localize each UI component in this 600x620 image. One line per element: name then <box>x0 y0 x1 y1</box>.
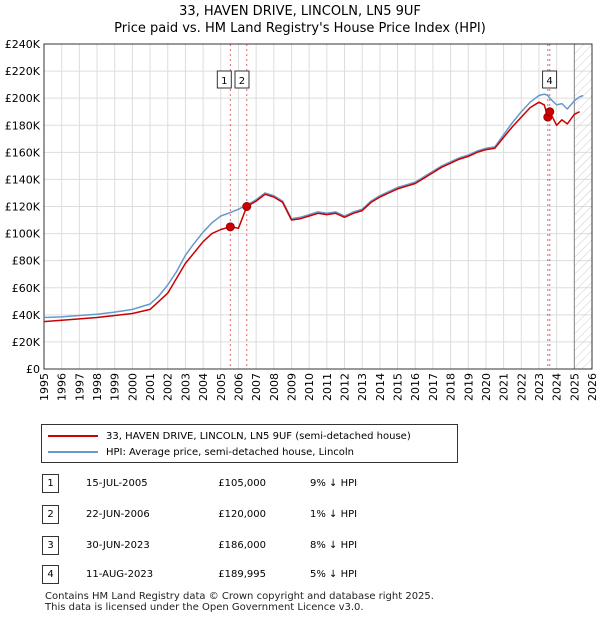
x-tick-label: 2005 <box>215 373 228 401</box>
x-tick-label: 2012 <box>339 373 352 401</box>
legend-swatch-property <box>48 435 98 437</box>
y-tick-label: £60K <box>12 282 41 295</box>
sale-point <box>242 202 252 211</box>
transaction-price: £189,995 <box>218 569 266 580</box>
transaction-price: £186,000 <box>218 540 266 551</box>
transaction-hpi: 1% ↓ HPI <box>310 509 358 520</box>
transaction-price: £120,000 <box>218 509 266 520</box>
plot-border <box>43 43 593 370</box>
x-tick-label: 2015 <box>392 373 405 401</box>
x-tick-label: 2008 <box>268 373 281 401</box>
chart-title: 33, HAVEN DRIVE, LINCOLN, LN5 9UF <box>179 4 421 19</box>
transaction-price: £105,000 <box>218 478 266 489</box>
x-tick-label: 2010 <box>303 373 316 401</box>
legend: 33, HAVEN DRIVE, LINCOLN, LN5 9UF (semi-… <box>41 424 458 463</box>
x-tick-label: 2004 <box>197 373 210 401</box>
transaction-row: 2 22-JUN-2006 £120,000 1% ↓ HPI <box>0 505 600 525</box>
transaction-date: 22-JUN-2006 <box>86 509 150 520</box>
hpi-series-line <box>43 93 584 319</box>
x-tick-label: 1999 <box>109 373 122 401</box>
x-tick-label: 2025 <box>568 373 581 401</box>
y-tick-label: £140K <box>5 173 41 186</box>
x-tick-label: 2024 <box>551 373 564 401</box>
legend-row-property: 33, HAVEN DRIVE, LINCOLN, LN5 9UF (semi-… <box>48 428 411 444</box>
transaction-hpi: 5% ↓ HPI <box>310 569 358 580</box>
sale-number-box <box>216 70 232 89</box>
transaction-number: 4 <box>42 565 59 584</box>
x-tick-label: 2016 <box>409 373 422 401</box>
x-tick-label: 2017 <box>427 373 440 401</box>
x-tick-label: 2002 <box>162 373 175 401</box>
sale-number-label: 4 <box>546 76 552 87</box>
transaction-number: 2 <box>42 505 59 524</box>
y-tick-label: £100K <box>5 228 41 241</box>
x-tick-label: 2019 <box>462 373 475 401</box>
x-tick-label: 2013 <box>356 373 369 401</box>
transaction-date: 15-JUL-2005 <box>86 478 148 489</box>
sale-number-label: 2 <box>239 76 245 87</box>
sale-number-label: 1 <box>221 76 227 87</box>
chart-subtitle: Price paid vs. HM Land Registry's House … <box>114 21 486 36</box>
sale-number-box <box>234 70 250 89</box>
x-tick-label: 2021 <box>498 373 511 401</box>
y-tick-label: £40K <box>12 309 41 322</box>
y-tick-label: £200K <box>5 92 41 105</box>
x-tick-label: 2026 <box>586 373 599 401</box>
transaction-row: 1 15-JUL-2005 £105,000 9% ↓ HPI <box>0 474 600 494</box>
y-tick-label: £120K <box>5 201 41 214</box>
legend-row-hpi: HPI: Average price, semi-detached house,… <box>48 444 354 460</box>
x-tick-label: 1996 <box>56 373 69 401</box>
x-tick-label: 2011 <box>321 373 334 401</box>
sale-point <box>225 222 235 232</box>
x-tick-label: 1998 <box>91 373 104 401</box>
transaction-date: 30-JUN-2023 <box>86 540 150 551</box>
y-tick-label: £20K <box>12 336 41 349</box>
x-tick-label: 2023 <box>533 373 546 401</box>
x-tick-label: 2000 <box>126 373 139 401</box>
legend-label-hpi: HPI: Average price, semi-detached house,… <box>106 446 355 458</box>
transaction-date: 11-AUG-2023 <box>86 569 154 580</box>
transaction-hpi: 9% ↓ HPI <box>310 478 358 489</box>
y-tick-label: £160K <box>5 146 41 159</box>
transaction-number: 3 <box>42 536 59 555</box>
y-tick-label: £240K <box>5 38 41 51</box>
footer: Contains HM Land Registry data © Crown c… <box>45 591 434 613</box>
sale-point <box>545 107 555 117</box>
transaction-number: 1 <box>42 474 59 493</box>
x-tick-label: 2006 <box>232 373 245 401</box>
y-tick-label: £80K <box>12 255 41 268</box>
transaction-row: 3 30-JUN-2023 £186,000 8% ↓ HPI <box>0 536 600 556</box>
x-tick-label: 2009 <box>285 373 298 401</box>
x-tick-label: 2001 <box>144 373 157 401</box>
price-chart: £0 £20K £40K £60K £80K £100K £120K £140K £160K £1… <box>5 38 599 401</box>
y-tick-label: £180K <box>5 119 41 132</box>
x-tick-label: 1997 <box>73 373 86 401</box>
legend-label-property: 33, HAVEN DRIVE, LINCOLN, LN5 9UF (semi-… <box>106 430 411 442</box>
forecast-region <box>574 44 592 369</box>
footer-copyright: Contains HM Land Registry data © Crown c… <box>45 591 434 602</box>
x-tick-label: 2020 <box>480 373 493 401</box>
legend-swatch-hpi <box>48 451 98 453</box>
x-tick-label: 2022 <box>515 373 528 401</box>
transaction-row: 4 11-AUG-2023 £189,995 5% ↓ HPI <box>0 565 600 585</box>
footer-licence: This data is licensed under the Open Gov… <box>45 602 364 613</box>
x-tick-label: 1995 <box>38 373 51 401</box>
x-tick-label: 2014 <box>374 373 387 401</box>
y-tick-label: £0 <box>26 363 40 376</box>
x-tick-label: 2018 <box>445 373 458 401</box>
property-series-line <box>43 101 580 323</box>
x-tick-label: 2003 <box>179 373 192 401</box>
transaction-hpi: 8% ↓ HPI <box>310 540 358 551</box>
sale-number-box <box>542 70 558 89</box>
x-tick-label: 2007 <box>250 373 263 401</box>
y-tick-label: £220K <box>5 65 41 78</box>
